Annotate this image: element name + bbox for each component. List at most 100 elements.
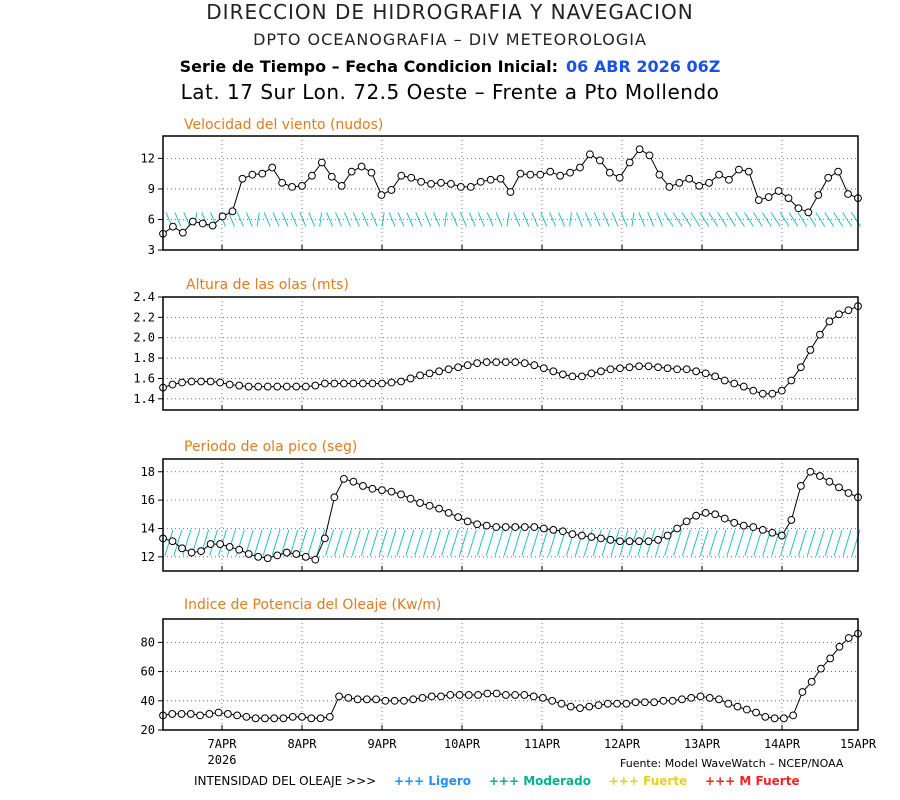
data-point bbox=[520, 691, 529, 699]
direction-arrow bbox=[779, 212, 790, 227]
data-point bbox=[715, 695, 723, 704]
direction-arrow bbox=[262, 529, 272, 556]
data-point bbox=[301, 382, 310, 391]
direction-arrow bbox=[406, 212, 414, 227]
data-point bbox=[320, 379, 329, 388]
x-year-label: 2026 bbox=[208, 753, 237, 767]
data-point bbox=[516, 169, 525, 178]
direction-arrow bbox=[620, 212, 628, 227]
y-tick-label: 12 bbox=[141, 550, 155, 564]
data-point bbox=[238, 174, 247, 183]
data-point bbox=[279, 714, 288, 723]
data-point bbox=[320, 534, 329, 543]
data-point bbox=[556, 171, 565, 180]
data-point bbox=[761, 712, 770, 721]
direction-arrow bbox=[245, 212, 253, 227]
data-point bbox=[817, 664, 825, 673]
data-point bbox=[546, 167, 555, 176]
y-tick-label: 18 bbox=[141, 465, 155, 479]
data-point bbox=[770, 714, 779, 723]
data-point bbox=[427, 692, 436, 701]
data-point bbox=[378, 379, 386, 388]
data-point bbox=[682, 517, 691, 526]
direction-arrow bbox=[369, 529, 379, 556]
direction-arrow bbox=[690, 529, 700, 556]
data-point bbox=[372, 695, 381, 704]
direction-arrow bbox=[342, 529, 352, 556]
data-point bbox=[659, 696, 668, 705]
chart-panel-3: Periodo de ola pico (seg) 12 14 16 18 bbox=[141, 439, 862, 572]
direction-arrow bbox=[468, 212, 476, 227]
series-line bbox=[162, 471, 859, 561]
direction-arrow bbox=[833, 529, 843, 556]
data-point bbox=[288, 712, 297, 721]
direction-arrow bbox=[396, 529, 406, 556]
data-point bbox=[774, 187, 783, 195]
direction-arrow bbox=[451, 212, 458, 227]
data-point bbox=[616, 364, 624, 373]
data-point bbox=[696, 692, 705, 701]
data-point bbox=[758, 525, 767, 534]
data-point bbox=[339, 379, 348, 388]
data-point bbox=[187, 377, 196, 386]
direction-arrow bbox=[717, 529, 727, 556]
direction-arrow bbox=[619, 529, 629, 556]
data-point bbox=[844, 489, 853, 497]
data-point bbox=[339, 474, 348, 483]
data-point bbox=[454, 363, 463, 372]
data-point bbox=[330, 379, 339, 388]
data-point bbox=[635, 362, 643, 371]
data-point bbox=[520, 523, 529, 531]
data-point bbox=[566, 168, 574, 177]
data-point bbox=[208, 221, 217, 230]
direction-arrow bbox=[361, 212, 369, 227]
data-point bbox=[603, 699, 612, 708]
data-point bbox=[536, 170, 545, 179]
data-point bbox=[444, 365, 453, 374]
data-point bbox=[511, 358, 520, 367]
direction-arrow bbox=[441, 529, 451, 556]
data-point bbox=[665, 182, 674, 191]
data-point bbox=[263, 382, 272, 391]
data-point bbox=[587, 533, 596, 541]
data-point bbox=[739, 521, 748, 530]
y-tick-label: 1.8 bbox=[133, 351, 155, 365]
direction-arrow bbox=[592, 529, 602, 556]
data-point bbox=[311, 555, 320, 564]
direction-arrow bbox=[415, 212, 423, 227]
data-point bbox=[511, 523, 520, 531]
data-point bbox=[492, 523, 501, 531]
data-point bbox=[701, 508, 710, 517]
y-tick-label: 2.4 bbox=[133, 290, 155, 304]
direction-arrow bbox=[647, 212, 655, 227]
data-point bbox=[416, 371, 424, 380]
legend-ligero: +++ Ligero bbox=[394, 774, 472, 788]
data-point bbox=[668, 696, 677, 705]
data-point bbox=[258, 169, 267, 178]
data-point bbox=[225, 542, 234, 551]
data-point bbox=[650, 698, 659, 707]
data-point bbox=[787, 376, 796, 385]
direction-arrow bbox=[842, 529, 852, 556]
direction-arrow bbox=[744, 212, 754, 227]
data-point bbox=[625, 363, 634, 372]
data-point bbox=[476, 177, 485, 186]
data-point bbox=[483, 689, 492, 698]
direction-arrow bbox=[789, 529, 799, 556]
data-point bbox=[486, 175, 495, 184]
direction-arrow bbox=[173, 529, 183, 556]
data-point bbox=[387, 186, 396, 194]
direction-arrow bbox=[397, 212, 405, 227]
data-point bbox=[435, 367, 443, 376]
direction-arrow bbox=[486, 212, 494, 227]
chart-panel-2: Altura de las olas (mts) 1.4 1.6 1.8 2.0 2.2 2… bbox=[133, 277, 862, 411]
data-point bbox=[473, 359, 482, 368]
data-point bbox=[178, 378, 186, 387]
data-point bbox=[317, 158, 326, 167]
direction-arrow bbox=[593, 212, 601, 227]
data-point bbox=[615, 173, 624, 182]
data-point bbox=[675, 178, 684, 187]
direction-arrow bbox=[638, 212, 646, 227]
y-tick-label: 40 bbox=[141, 694, 155, 708]
direction-arrow bbox=[752, 212, 763, 227]
